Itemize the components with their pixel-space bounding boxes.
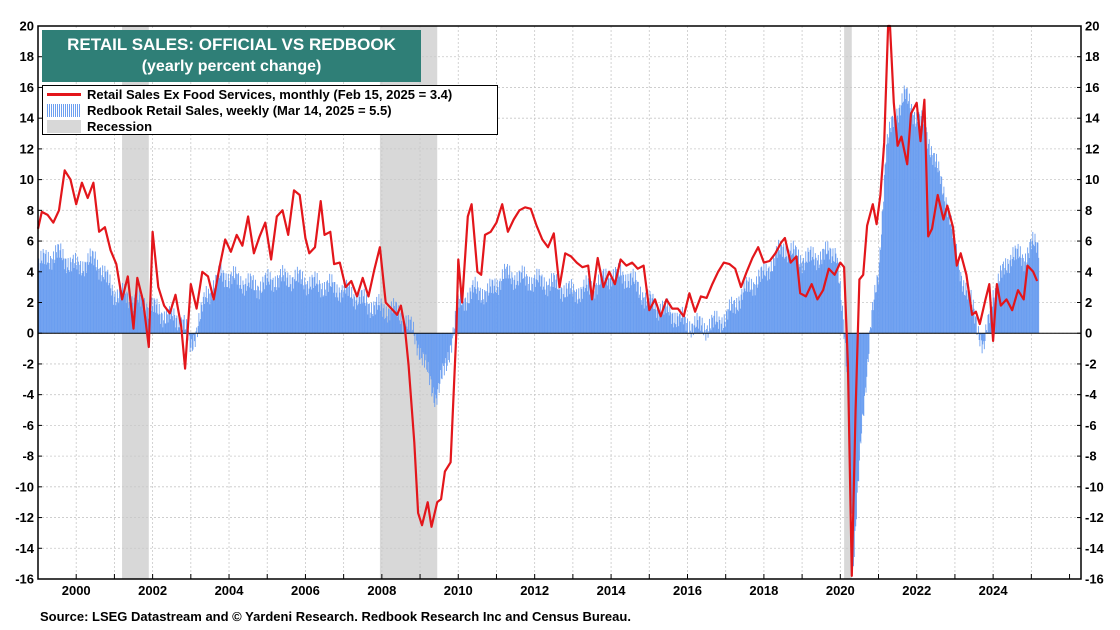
y-tick-label-left: -4 [22,387,34,402]
y-tick-label-left: 4 [27,264,35,279]
y-tick-label-right: 6 [1085,234,1092,249]
chart-subtitle: (yearly percent change) [141,58,322,75]
y-tick-label-left: -8 [22,449,34,464]
y-tick-label-left: 0 [27,326,34,341]
x-tick-label: 2000 [62,583,91,598]
legend-label-official: Retail Sales Ex Food Services, monthly (… [87,87,453,102]
y-tick-label-left: -14 [15,541,35,556]
x-tick-label: 2014 [597,583,627,598]
x-tick-label: 2010 [444,583,473,598]
x-tick-label: 2002 [138,583,167,598]
y-tick-label-left: -6 [22,418,34,433]
y-tick-label-left: 10 [20,172,34,187]
legend-entry-redbook: Redbook Retail Sales, weekly (Mar 14, 20… [47,103,392,118]
y-tick-label-right: -12 [1085,510,1104,525]
x-tick-label: 2006 [291,583,320,598]
y-tick-label-right: 2 [1085,295,1092,310]
y-tick-label-left: -2 [22,356,34,371]
y-tick-label-right: -14 [1085,541,1105,556]
y-tick-label-left: 14 [20,111,35,126]
x-tick-label: 2022 [902,583,931,598]
legend-entry-official: Retail Sales Ex Food Services, monthly (… [47,87,452,102]
y-tick-label-right: 12 [1085,141,1099,156]
y-tick-label-right: 14 [1085,111,1100,126]
y-tick-label-right: 4 [1085,264,1093,279]
y-tick-label-left: 12 [20,141,34,156]
x-tick-label: 2012 [520,583,549,598]
y-tick-label-right: -6 [1085,418,1097,433]
x-tick-label: 2016 [673,583,702,598]
legend-swatch-recession [47,120,81,133]
y-tick-label-left: -10 [15,479,34,494]
y-tick-label-left: 16 [20,80,34,95]
y-tick-label-right: 18 [1085,49,1099,64]
x-tick-label: 2020 [826,583,855,598]
legend: Retail Sales Ex Food Services, monthly (… [42,85,498,135]
y-tick-label-right: -10 [1085,479,1104,494]
y-tick-label-right: -4 [1085,387,1097,402]
y-tick-label-left: 18 [20,49,34,64]
y-tick-label-right: -8 [1085,449,1097,464]
x-tick-label: 2008 [367,583,396,598]
y-tick-label-right: 0 [1085,326,1092,341]
legend-swatch-bars [47,104,81,117]
y-tick-label-right: 8 [1085,203,1092,218]
legend-entry-recession: Recession [47,119,152,134]
x-tick-label: 2018 [749,583,778,598]
y-tick-label-right: -2 [1085,356,1097,371]
x-tick-label: 2004 [215,583,245,598]
legend-label-recession: Recession [87,119,153,134]
y-tick-label-right: 10 [1085,172,1099,187]
chart-title: RETAIL SALES: OFFICIAL VS REDBOOK [67,35,396,54]
redbook-bars [37,85,1040,567]
legend-label-redbook: Redbook Retail Sales, weekly (Mar 14, 20… [87,103,392,118]
y-tick-label-left: 2 [27,295,34,310]
source-note: Source: LSEG Datastream and © Yardeni Re… [40,609,631,624]
y-tick-label-left: 8 [27,203,34,218]
legend-swatch-line [47,88,81,101]
x-tick-label: 2024 [979,583,1009,598]
y-tick-label-left: 20 [20,19,34,34]
y-tick-label-left: -16 [15,572,34,587]
x-axis: 2000 2002 2004 2006 2008 2010 2012 2014 2016 2018… [37,574,1071,598]
y-tick-label-left: 6 [27,234,34,249]
chart-title-box: RETAIL SALES: OFFICIAL VS REDBOOK (yearl… [42,30,421,82]
y-tick-label-left: -12 [15,510,34,525]
y-tick-label-right: 20 [1085,19,1099,34]
y-tick-label-right: 16 [1085,80,1099,95]
y-tick-label-right: -16 [1085,572,1104,587]
